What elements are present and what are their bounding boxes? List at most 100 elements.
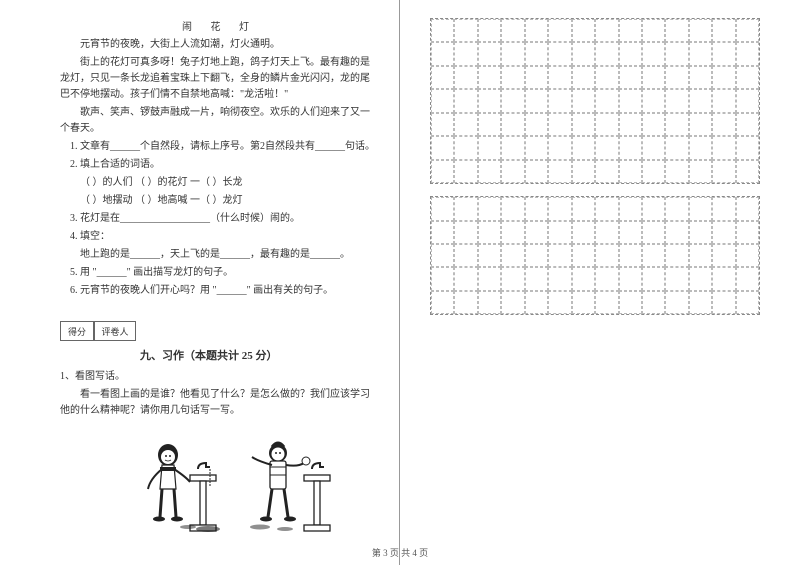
grid-cell (642, 89, 665, 112)
grid-cell (431, 66, 454, 89)
grid-cell (595, 19, 618, 42)
grid-cell (712, 19, 735, 42)
grid-cell (501, 136, 524, 159)
grid-cell (665, 113, 688, 136)
grid-cell (665, 89, 688, 112)
grid-cell (736, 221, 759, 244)
question-3: 3. 花灯是在__________________（什么时候）闹的。 (60, 211, 379, 227)
grid-cell (712, 160, 735, 183)
grid-cell (431, 221, 454, 244)
illustration (120, 427, 360, 557)
grid-cell (595, 291, 618, 314)
question-4a: 地上跑的是______，天上飞的是______，最有趣的是______。 (60, 247, 379, 263)
grid-cell (454, 244, 477, 267)
grid-cell (712, 197, 735, 220)
section-9-prompt: 看一看图上画的是谁？他看见了什么？是怎么做的？我们应该学习他的什么精神呢？请你用… (60, 387, 379, 419)
passage-title: 闹 花 灯 (60, 18, 379, 33)
grid-cell (689, 160, 712, 183)
grid-cell (431, 291, 454, 314)
grid-cell (619, 244, 642, 267)
grid-cell (736, 267, 759, 290)
grid-cell (431, 19, 454, 42)
grid-cell (454, 197, 477, 220)
grid-cell (548, 19, 571, 42)
grid-cell (548, 89, 571, 112)
question-2: 2. 填上合适的词语。 (60, 157, 379, 173)
grid-cell (619, 267, 642, 290)
grid-cell (454, 19, 477, 42)
question-4: 4. 填空： (60, 229, 379, 245)
grid-cell (478, 136, 501, 159)
grid-cell (454, 160, 477, 183)
grid-cell (431, 89, 454, 112)
writing-grid-2 (430, 196, 760, 315)
grid-cell (478, 221, 501, 244)
grid-cell (619, 221, 642, 244)
section-9-title: 九、习作（本题共计 25 分） (140, 347, 379, 363)
grid-cell (572, 66, 595, 89)
question-2b: （ ）地摆动 （ ）地高喊 一（ ）龙灯 (60, 193, 379, 209)
grid-cell (619, 136, 642, 159)
question-5: 5. 用 "______" 画出描写龙灯的句子。 (60, 265, 379, 281)
grid-cell (501, 89, 524, 112)
grid-cell (736, 197, 759, 220)
grid-cell (619, 19, 642, 42)
grid-cell (736, 89, 759, 112)
grid-cell (595, 267, 618, 290)
grid-cell (478, 267, 501, 290)
grid-cell (642, 113, 665, 136)
grid-cell (454, 267, 477, 290)
grid-cell (572, 267, 595, 290)
grid-cell (501, 113, 524, 136)
grid-cell (525, 160, 548, 183)
grid-cell (595, 89, 618, 112)
grid-cell (712, 244, 735, 267)
grid-cell (642, 136, 665, 159)
grid-cell (572, 221, 595, 244)
grid-cell (454, 221, 477, 244)
grid-cell (619, 113, 642, 136)
kids-faucet-icon (120, 427, 360, 557)
grid-cell (712, 66, 735, 89)
grid-cell (595, 221, 618, 244)
grid-cell (525, 89, 548, 112)
grid-cell (454, 113, 477, 136)
grid-cell (501, 160, 524, 183)
grid-cell (501, 66, 524, 89)
grid-cell (642, 160, 665, 183)
grid-cell (736, 244, 759, 267)
grid-cell (595, 136, 618, 159)
question-2a: （ ）的人们 （ ）的花灯 一（ ）长龙 (60, 175, 379, 191)
grid-cell (665, 42, 688, 65)
grid-cell (689, 19, 712, 42)
grid-cell (478, 113, 501, 136)
question-6: 6. 元宵节的夜晚人们开心吗？用 "______" 画出有关的句子。 (60, 283, 379, 299)
grid-cell (736, 291, 759, 314)
grid-cell (501, 197, 524, 220)
grid-cell (712, 291, 735, 314)
grid-cell (548, 42, 571, 65)
grid-cell (431, 113, 454, 136)
grid-cell (548, 221, 571, 244)
grid-cell (665, 197, 688, 220)
grid-cell (525, 66, 548, 89)
grid-cell (665, 160, 688, 183)
grid-cell (478, 197, 501, 220)
grid-cell (665, 244, 688, 267)
grid-cell (736, 113, 759, 136)
grid-cell (501, 291, 524, 314)
grid-cell (642, 291, 665, 314)
grid-cell (619, 42, 642, 65)
grid-cell (595, 244, 618, 267)
question-1: 1. 文章有______个自然段，请标上序号。第2自然段共有______句话。 (60, 139, 379, 155)
grid-cell (619, 66, 642, 89)
grid-cell (501, 221, 524, 244)
grid-cell (525, 136, 548, 159)
grid-cell (736, 136, 759, 159)
grid-cell (572, 244, 595, 267)
grid-cell (478, 244, 501, 267)
grid-cell (689, 89, 712, 112)
grid-cell (431, 197, 454, 220)
grid-cell (619, 291, 642, 314)
grid-cell (548, 197, 571, 220)
